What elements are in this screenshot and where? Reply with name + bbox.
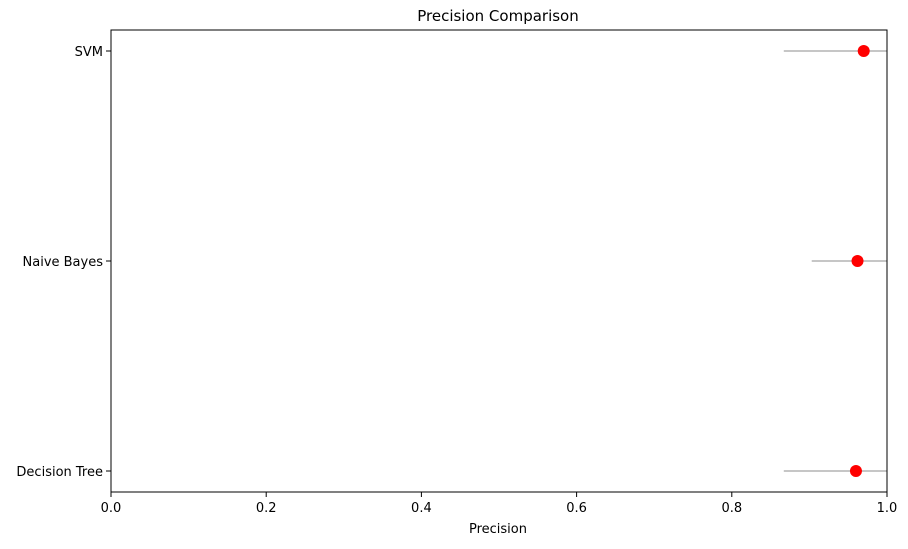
x-tick-label: 1.0 — [877, 501, 898, 516]
data-point — [857, 45, 870, 57]
x-tick-label: 0.0 — [101, 501, 122, 516]
x-axis-label: Precision — [469, 522, 527, 537]
x-tick-label: 0.4 — [411, 501, 432, 516]
y-tick-label: SVM — [75, 45, 103, 60]
x-tick-label: 0.8 — [721, 501, 742, 516]
data-point — [849, 465, 862, 477]
x-tick-label: 0.6 — [566, 501, 587, 516]
plot-frame — [110, 29, 888, 493]
data-point — [851, 255, 864, 267]
y-tick-label: Naive Bayes — [23, 255, 104, 270]
y-tick-label: Decision Tree — [16, 465, 103, 480]
plot-area: 0.0 0.2 0.4 0.6 0.8 1.0 Decision Tree Naive Bay… — [16, 29, 898, 516]
x-tick-label: 0.2 — [256, 501, 277, 516]
chart-title: Precision Comparison — [417, 7, 579, 25]
